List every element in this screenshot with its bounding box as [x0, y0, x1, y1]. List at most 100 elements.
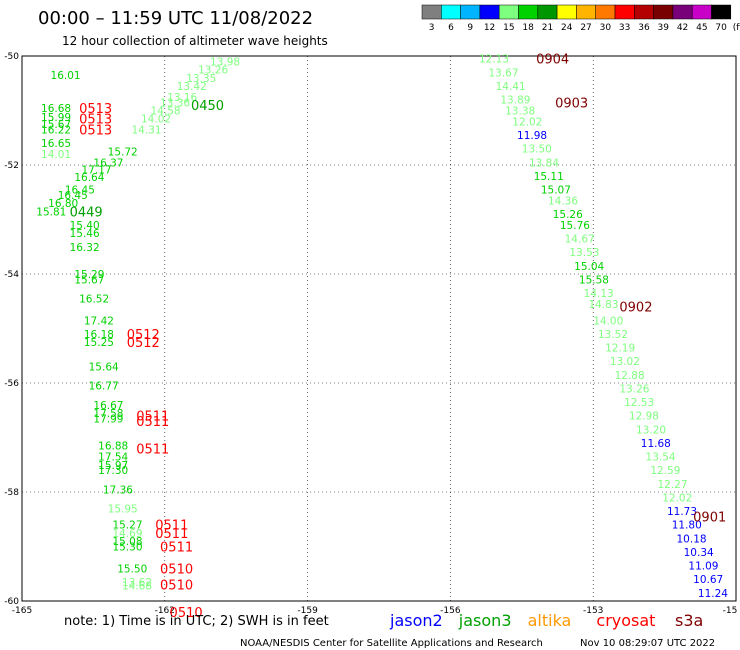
wave-height-value: 16.01: [51, 70, 81, 82]
wave-height-value: 11.73: [667, 506, 697, 518]
wave-height-value: 14.02: [141, 114, 171, 126]
satellite-legend-item: cryosat: [596, 611, 655, 630]
colorbar-label: 9: [467, 23, 473, 33]
wave-height-value: 16.88: [98, 441, 128, 453]
wave-height-value: 15.67: [41, 119, 71, 131]
wave-height-value: 15.67: [74, 274, 104, 286]
colorbar-label: 6: [448, 23, 454, 33]
wave-height-value: 13.36: [160, 97, 190, 109]
wave-height-value: 12.02: [512, 116, 542, 128]
wave-height-value: 14.36: [548, 195, 578, 207]
y-tick-label: -54: [4, 270, 19, 280]
colorbar-label: 18: [522, 23, 534, 33]
pass-time-label: 0511: [136, 410, 169, 425]
pass-time-label: 0511: [136, 442, 169, 457]
satellite-legend-item: jason3: [458, 611, 512, 630]
pass-time-label: 0510: [160, 562, 193, 577]
colorbar-label: 70: [715, 23, 727, 33]
y-tick-label: -50: [4, 52, 19, 62]
x-tick-label: -165: [12, 606, 32, 616]
satellite-legend-item: jason2: [389, 611, 443, 630]
wave-height-value: 17.58: [93, 408, 123, 420]
wave-height-value: 16.77: [89, 381, 119, 393]
wave-height-value: 16.68: [41, 103, 71, 115]
colorbar-label: 24: [561, 23, 573, 33]
wave-height-value: 15.81: [36, 206, 66, 218]
colorbar-swatch: [479, 4, 500, 20]
plot-area: -50 -52 -54 -56 -58 -60-165 -162 -159 -156 -153 -1…: [4, 52, 737, 621]
wave-height-value: 12.59: [650, 465, 680, 477]
y-tick-label: -58: [4, 488, 19, 498]
wave-height-value: 13.62: [122, 577, 152, 589]
wave-height-value: 14.01: [41, 149, 71, 161]
footer-note: note: 1) Time is in UTC; 2) SWH is in fe…: [64, 614, 329, 629]
wave-height-value: 13.52: [598, 329, 628, 341]
wave-height-value: 14.69: [112, 528, 142, 540]
wave-height-value: 12.27: [657, 479, 687, 491]
wave-height-value: 13.54: [646, 452, 676, 464]
wave-height-value: 12.19: [605, 343, 635, 355]
pass-time-label: 0449: [70, 205, 103, 220]
wave-height-value: 12.53: [624, 397, 654, 409]
wave-height-value: 15.11: [534, 171, 564, 183]
wave-height-value: 12.98: [629, 411, 659, 423]
colorbar-label: 12: [484, 23, 495, 33]
wave-height-value: 13.38: [505, 106, 535, 118]
wave-height-value: 13.26: [619, 383, 649, 395]
colorbar-label: 39: [658, 23, 670, 33]
colorbar-swatch: [634, 4, 654, 20]
wave-height-value: 14.67: [565, 234, 595, 246]
colorbar-swatch: [441, 4, 461, 20]
wave-height-value: 16.65: [41, 138, 71, 150]
wave-height-value: 15.99: [41, 112, 71, 124]
colorbar-swatch: [576, 4, 596, 20]
wave-height-value: 15.30: [112, 542, 142, 554]
colorbar-swatch: [537, 4, 558, 20]
wave-height-value: 13.53: [569, 247, 599, 259]
colorbar-swatch: [556, 4, 577, 20]
x-tick-label: -153: [583, 606, 603, 616]
x-tick-label: -15: [723, 606, 738, 616]
colorbar-swatch: [614, 4, 635, 20]
pass-time-label: 0513: [79, 113, 112, 128]
wave-height-value: 13.20: [636, 424, 666, 436]
wave-height-value: 13.67: [488, 67, 518, 79]
wave-height-value: 15.04: [574, 261, 604, 273]
colorbar-swatch: [711, 4, 732, 20]
wave-height-value: 13.16: [167, 92, 197, 104]
wave-height-value: 17.42: [84, 315, 114, 327]
wave-height-value: 16.32: [70, 242, 100, 254]
pass-time-label: 0902: [619, 301, 652, 316]
colorbar-label: 30: [600, 23, 612, 33]
y-tick-label: -60: [4, 597, 19, 607]
pass-time-label: 0511: [155, 519, 188, 534]
wave-height-value: 13.89: [500, 95, 530, 107]
axis-ticks: -50 -52 -54 -56 -58 -60-165 -162 -159 -156 -153 -1…: [4, 52, 737, 616]
wave-height-value: 16.45: [65, 185, 95, 197]
wave-height-value: 14.83: [588, 299, 618, 311]
wave-height-value: 15.76: [560, 220, 590, 232]
wave-height-value: 17.30: [98, 465, 128, 477]
wave-height-value: 17.36: [103, 484, 133, 496]
wave-height-value: 12.02: [662, 492, 692, 504]
footer: note: 1) Time is in UTC; 2) SWH is in fe…: [64, 611, 715, 649]
wave-height-value: 13.26: [198, 65, 228, 77]
wave-height-value: 11.24: [698, 588, 728, 600]
wave-height-value: 15.26: [553, 209, 583, 221]
wave-height-value: 13.02: [610, 356, 640, 368]
pass-time-label: 0511: [160, 541, 193, 556]
pass-time-label: 0450: [191, 99, 224, 114]
wave-height-value: 15.07: [541, 185, 571, 197]
wave-height-value: 14.31: [131, 125, 161, 137]
wave-height-value: 14.58: [151, 106, 181, 118]
wave-height-value: 13.84: [529, 157, 559, 169]
colorbar-swatch: [460, 4, 481, 20]
x-tick-label: -159: [297, 606, 318, 616]
plot-frame: [21, 55, 737, 602]
wave-height-value: 17.99: [93, 413, 123, 425]
wave-height-value: 15.40: [70, 220, 100, 232]
pass-time-label: 0512: [127, 336, 160, 351]
wave-height-value: 15.46: [70, 228, 100, 240]
colorbar-label: 3: [429, 23, 435, 33]
data-marks: 13.9813.2613.3513.4213.1613.3614.5814.02…: [36, 53, 728, 621]
